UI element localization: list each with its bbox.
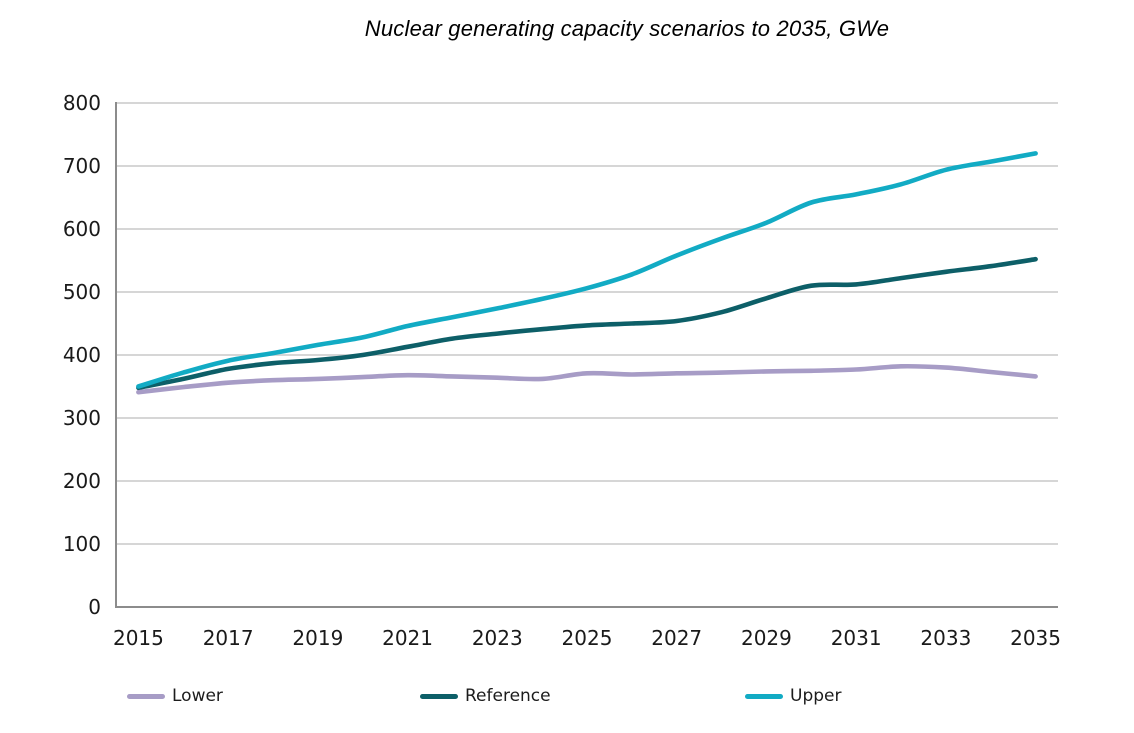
legend-item-upper: Upper bbox=[745, 684, 841, 708]
x-tick-label: 2029 bbox=[741, 626, 792, 650]
x-tick-label: 2019 bbox=[292, 626, 343, 650]
x-tick-label: 2033 bbox=[920, 626, 971, 650]
axes bbox=[115, 102, 1058, 608]
series-line-upper bbox=[136, 151, 1038, 389]
x-tick-label: 2021 bbox=[382, 626, 433, 650]
x-tick-label: 2031 bbox=[831, 626, 882, 650]
y-tick-label: 0 bbox=[88, 595, 101, 619]
x-tick-label: 2035 bbox=[1010, 626, 1061, 650]
series-line-lower bbox=[136, 363, 1038, 395]
chart-title: Nuclear generating capacity scenarios to… bbox=[364, 16, 890, 41]
x-tick-label: 2023 bbox=[472, 626, 523, 650]
y-tick-label: 400 bbox=[63, 343, 101, 367]
legend-label-reference: Reference bbox=[465, 686, 551, 706]
legend-label-upper: Upper bbox=[790, 686, 842, 706]
x-tick-label: 2027 bbox=[651, 626, 702, 650]
y-tick-label: 500 bbox=[63, 280, 101, 304]
legend-item-reference: Reference bbox=[420, 684, 551, 708]
x-tick-label: 2017 bbox=[203, 626, 254, 650]
y-tick-label: 700 bbox=[63, 154, 101, 178]
x-tick-label: 2015 bbox=[113, 626, 164, 650]
y-tick-label: 800 bbox=[63, 91, 101, 115]
y-tick-label: 100 bbox=[63, 532, 101, 556]
y-tick-label: 200 bbox=[63, 469, 101, 493]
legend-swatch-reference bbox=[420, 693, 458, 699]
legend-label-lower: Lower bbox=[172, 686, 223, 706]
legend-item-lower: Lower bbox=[127, 684, 223, 708]
series-line-reference bbox=[136, 256, 1038, 391]
legend-swatch-lower bbox=[127, 693, 165, 699]
y-tick-label: 600 bbox=[63, 217, 101, 241]
y-axis-labels: 0 100 200 300 400 500 600 700 800 bbox=[63, 91, 101, 619]
x-axis-labels: 2015 2017 2019 2021 2023 2025 2027 2029 2031 2033… bbox=[113, 626, 1061, 650]
y-tick-label: 300 bbox=[63, 406, 101, 430]
x-tick-label: 2025 bbox=[562, 626, 613, 650]
legend-swatch-upper bbox=[745, 693, 783, 699]
